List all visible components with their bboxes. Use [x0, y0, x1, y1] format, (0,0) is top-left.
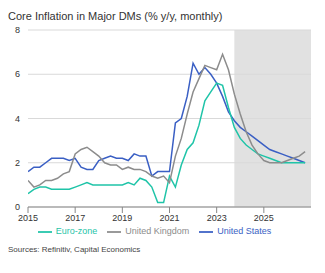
svg-text:6: 6: [15, 69, 20, 79]
html-text:United States: United States: [217, 226, 272, 237]
html-text:Sources: Refinitiv, Capital Ec: Sources: Refinitiv, Capital Economics: [8, 245, 141, 254]
svg-text:2023: 2023: [207, 213, 227, 223]
svg-text:2021: 2021: [159, 213, 179, 223]
svg-text:2017: 2017: [65, 213, 85, 223]
html-text:Core Inflation in Major DMs (%: Core Inflation in Major DMs (% y/y, mont…: [8, 10, 223, 22]
html-text:United Kingdom: United Kingdom: [125, 226, 190, 237]
svg-text:2: 2: [15, 158, 20, 168]
svg-text:0: 0: [15, 202, 20, 212]
svg-text:2015: 2015: [18, 213, 38, 223]
svg-text:2019: 2019: [112, 213, 132, 223]
svg-text:8: 8: [15, 25, 20, 35]
html-text:Euro-zone: Euro-zone: [55, 226, 98, 237]
svg-text:2025: 2025: [254, 213, 274, 223]
svg-text:4: 4: [15, 114, 20, 124]
